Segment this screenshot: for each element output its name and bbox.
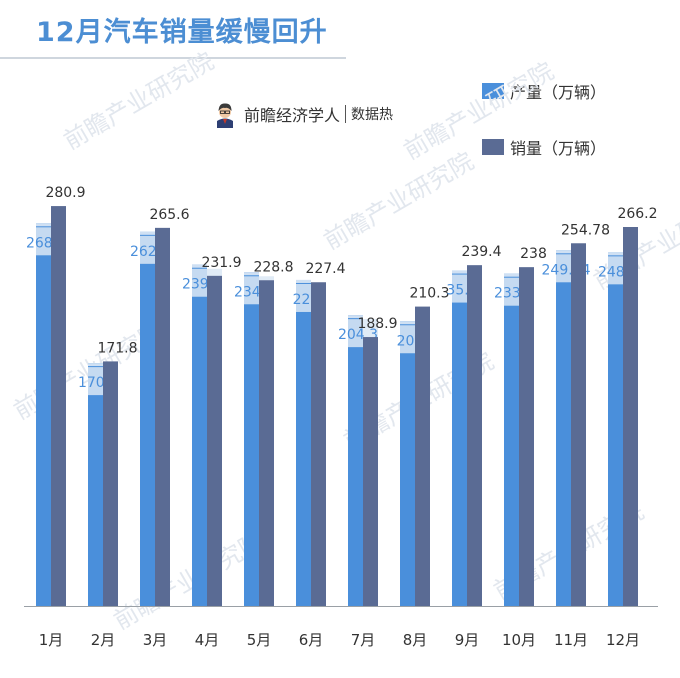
bar-cap (348, 315, 363, 319)
bar-sales (467, 265, 482, 606)
bar-production (244, 272, 259, 606)
bar-sales (571, 243, 586, 606)
x-tick-label: 10月 (502, 631, 536, 649)
bar-cap (504, 273, 519, 277)
bar-sales (51, 206, 66, 606)
bar-cap (452, 270, 467, 274)
watermark-text: 前瞻产业研究院 (399, 57, 558, 165)
value-label-sales: 188.9 (357, 316, 397, 332)
x-tick-label: 7月 (351, 631, 376, 649)
x-tick-labels: 1月 2月 3月 4月 5月 6月 7月 8月 9月 10月 11月 12月 (39, 631, 640, 649)
value-label-sales: 171.8 (97, 340, 137, 356)
brand-divider (345, 105, 347, 123)
bar-sales (363, 337, 378, 606)
x-tick-label: 9月 (455, 631, 480, 649)
bar-cap (608, 252, 623, 256)
value-label-sales: 238 (520, 246, 547, 262)
value-label-sales: 231.9 (201, 255, 241, 271)
value-label-sales: 265.6 (149, 207, 189, 223)
bar-sales (259, 280, 274, 606)
bar-cap (88, 363, 103, 367)
x-tick-label: 8月 (403, 631, 428, 649)
x-tick-label: 1月 (39, 631, 64, 649)
brand-name: 前瞻经济学人 (244, 106, 341, 125)
bar-cap (36, 223, 51, 227)
bar-cap (556, 250, 571, 254)
value-label-sales: 210.3 (409, 286, 449, 302)
bar-production (348, 315, 363, 606)
value-label-sales: 254.78 (561, 222, 610, 238)
x-tick-label: 5月 (247, 631, 272, 649)
watermark-text: 前瞻产业研究院 (319, 147, 478, 255)
value-label-sales: 266.2 (617, 206, 657, 222)
bar-cap (140, 231, 155, 235)
x-tick-label: 2月 (91, 631, 116, 649)
bar-sales (311, 282, 326, 606)
page-title: 12月汽车销量缓慢回升 (36, 17, 328, 48)
bar-production (140, 231, 155, 607)
bar-production (296, 279, 311, 606)
bar-sales (623, 227, 638, 606)
brand-tag: 数据热 (351, 107, 394, 123)
bar-sales (207, 275, 222, 606)
x-tick-label: 4月 (195, 631, 220, 649)
x-tick-label: 11月 (554, 631, 588, 649)
x-tick-label: 12月 (606, 631, 640, 649)
bar-sales (519, 267, 534, 606)
bar-cap (244, 272, 259, 276)
bar-sales (103, 361, 118, 606)
legend-label-sales: 销量（万辆） (510, 139, 607, 158)
bar-production (452, 270, 467, 606)
bar-production (88, 363, 103, 606)
watermark-text: 前瞻产业研究院 (59, 47, 218, 155)
x-tick-label: 3月 (143, 631, 168, 649)
legend-production: 产量（万辆） (482, 80, 606, 102)
legend-swatch-production (482, 83, 504, 99)
brand-mark: 前瞻经济学人 数据热 (212, 100, 393, 128)
title-divider (0, 57, 346, 59)
bar-production (36, 223, 51, 606)
legend-swatch-sales (482, 139, 504, 155)
legend-sales: 销量（万辆） (482, 136, 606, 158)
bar-production (556, 250, 571, 606)
economist-avatar-icon (217, 103, 233, 128)
bar-production (192, 264, 207, 606)
bar-sales (155, 227, 170, 607)
bar-cap (400, 321, 415, 325)
value-label-sales: 239.4 (461, 244, 501, 260)
bar-production (608, 252, 623, 606)
x-tick-label: 6月 (299, 631, 324, 649)
bar-sales (415, 306, 430, 606)
bar-production (504, 273, 519, 606)
bars: 268.8280.9170.6171.8262.8265.6239.7231.9… (26, 185, 658, 607)
bar-cap (296, 279, 311, 283)
bar-cap (192, 264, 207, 268)
value-label-sales: 227.4 (305, 261, 345, 277)
bar-production (400, 321, 415, 606)
value-label-sales: 280.9 (45, 185, 85, 201)
value-label-sales: 228.8 (253, 259, 293, 275)
legend-label-production: 产量（万辆） (510, 83, 607, 102)
